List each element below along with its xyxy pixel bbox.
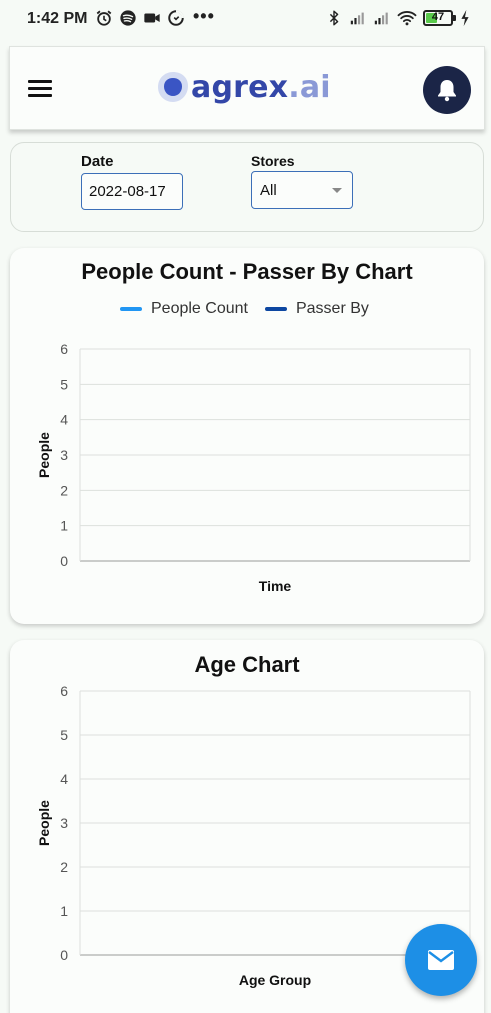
notifications-button[interactable] (423, 66, 471, 114)
date-label: Date (81, 153, 114, 170)
y-tick-label: 1 (60, 903, 68, 919)
legend-label: Passer By (295, 300, 369, 317)
x-axis-title: Age Group (239, 972, 311, 988)
age-chart: 0 1 2 3 4 5 6 Age Group People (36, 683, 471, 988)
wifi-icon (397, 11, 417, 26)
y-tick-label: 1 (60, 518, 68, 534)
stores-dropdown[interactable]: All (251, 171, 353, 209)
status-left-icons (95, 9, 185, 27)
stores-label: Stores (251, 153, 295, 169)
video-camera-icon (144, 13, 160, 23)
spotify-icon (120, 10, 136, 26)
data-saver-icon (168, 10, 184, 26)
legend-item-passer-by[interactable]: Passer By (264, 300, 369, 318)
app-header: agrex.ai (9, 46, 485, 130)
y-tick-label: 6 (60, 683, 68, 699)
chart-legend: People Count Passer By (120, 300, 386, 318)
logo-text: agrex.ai (191, 70, 331, 105)
more-notifications-indicator: ••• (193, 6, 215, 26)
people-count-chart: 0 1 2 3 4 5 6 Time People (36, 341, 471, 594)
signal-icon (374, 12, 388, 25)
mail-icon (428, 950, 454, 970)
logo-name: agrex (191, 69, 289, 105)
y-tick-label: 3 (60, 815, 68, 831)
stores-selected-value: All (260, 181, 277, 199)
signal-icon (350, 12, 364, 25)
status-right-icons: 47 (325, 9, 471, 27)
logo-blob-icon (158, 72, 188, 102)
y-tick-label: 0 (60, 553, 68, 569)
y-tick-label: 5 (60, 727, 68, 743)
bluetooth-icon (329, 10, 339, 26)
people-count-chart-card: People Count - Passer By Chart People Co… (10, 248, 484, 624)
status-time: 1:42 PM (27, 10, 88, 27)
y-tick-label: 0 (60, 947, 68, 963)
battery-level-text: 47 (431, 11, 445, 23)
x-axis-title: Time (259, 578, 292, 594)
hamburger-menu-icon[interactable] (28, 80, 52, 98)
y-tick-label: 4 (60, 412, 68, 428)
y-tick-label: 3 (60, 447, 68, 463)
agrex-logo: agrex.ai (155, 69, 331, 105)
legend-swatch (264, 307, 287, 311)
y-tick-label: 2 (60, 482, 68, 498)
battery-level-fill (426, 13, 438, 23)
legend-swatch (120, 307, 142, 311)
alarm-icon (96, 10, 112, 26)
mail-fab-button[interactable] (405, 924, 477, 996)
legend-label: People Count (151, 300, 248, 317)
y-tick-label: 5 (60, 376, 68, 392)
y-tick-label: 6 (60, 341, 68, 357)
chart-title: People Count - Passer By Chart (81, 259, 413, 284)
logo-suffix: .ai (288, 69, 331, 105)
chart-title: Age Chart (194, 652, 300, 677)
battery-indicator: 47 (423, 10, 456, 26)
date-input[interactable]: 2022-08-17 (81, 173, 183, 210)
y-tick-label: 2 (60, 859, 68, 875)
legend-item-people-count[interactable]: People Count (120, 300, 248, 318)
charging-bolt-icon (461, 9, 469, 27)
y-axis-title: People (36, 432, 52, 478)
bell-icon (438, 80, 456, 102)
status-bar: 1:42 PM ••• (0, 0, 491, 40)
chevron-down-icon (332, 188, 342, 193)
y-tick-label: 4 (60, 771, 68, 787)
filter-card: Date 2022-08-17 Stores All (10, 142, 484, 232)
y-axis-title: People (36, 800, 52, 846)
